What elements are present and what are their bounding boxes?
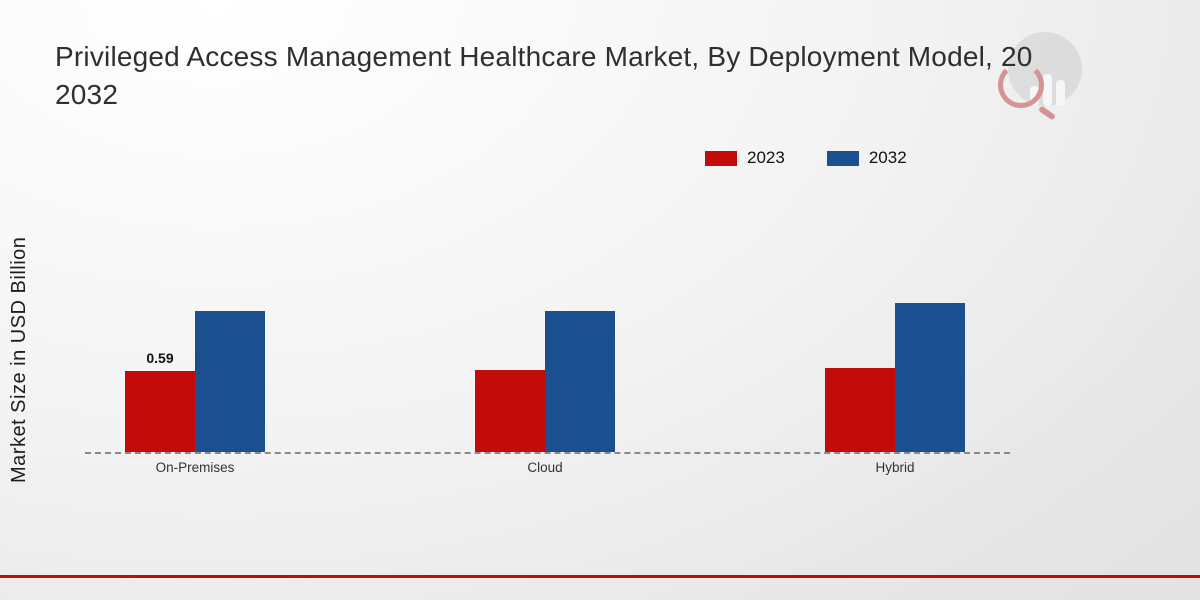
chart-legend: 2023 2032	[705, 148, 907, 168]
y-axis-label: Market Size in USD Billion	[8, 236, 30, 484]
category-label-on-premises: On-Premises	[155, 460, 235, 475]
legend-swatch-icon	[826, 150, 859, 166]
x-axis-category-labels: On-Premises Cloud Hybrid	[85, 460, 1010, 480]
bar-2023-cloud	[475, 370, 545, 452]
legend-item-2023: 2023	[705, 148, 785, 168]
legend-swatch-icon	[705, 150, 737, 166]
chart-title-line1: Privileged Access Management Healthcare …	[55, 41, 1033, 72]
watermark-magnifier-icon	[998, 62, 1044, 108]
category-label-hybrid: Hybrid	[875, 460, 915, 475]
bar-2023-hybrid	[825, 368, 895, 452]
bar-2023-on-premises: 0.59	[125, 350, 195, 452]
watermark-barchart-icon	[1056, 80, 1065, 106]
bar-group-cloud	[475, 311, 615, 452]
legend-label: 2023	[747, 148, 785, 167]
bar-2032-on-premises	[195, 311, 265, 452]
bar-2032-hybrid	[895, 303, 965, 452]
legend-label: 2032	[868, 148, 907, 167]
legend-item-2032: 2032	[826, 148, 907, 168]
bar-group-hybrid	[825, 303, 965, 452]
x-axis-baseline	[85, 452, 1010, 454]
category-label-cloud: Cloud	[527, 460, 563, 475]
bar-group-on-premises: 0.59	[125, 311, 265, 452]
watermark-barchart-icon	[1043, 74, 1052, 106]
bottom-red-rule	[0, 575, 1200, 578]
chart-title: Privileged Access Management Healthcare …	[55, 38, 1145, 114]
chart-title-line2: 2032	[55, 78, 119, 110]
bar-value-label: 0.59	[146, 350, 174, 366]
brand-watermark	[990, 22, 1100, 132]
plot-area: 0.59	[85, 170, 1010, 452]
bar-2032-cloud	[545, 311, 615, 452]
